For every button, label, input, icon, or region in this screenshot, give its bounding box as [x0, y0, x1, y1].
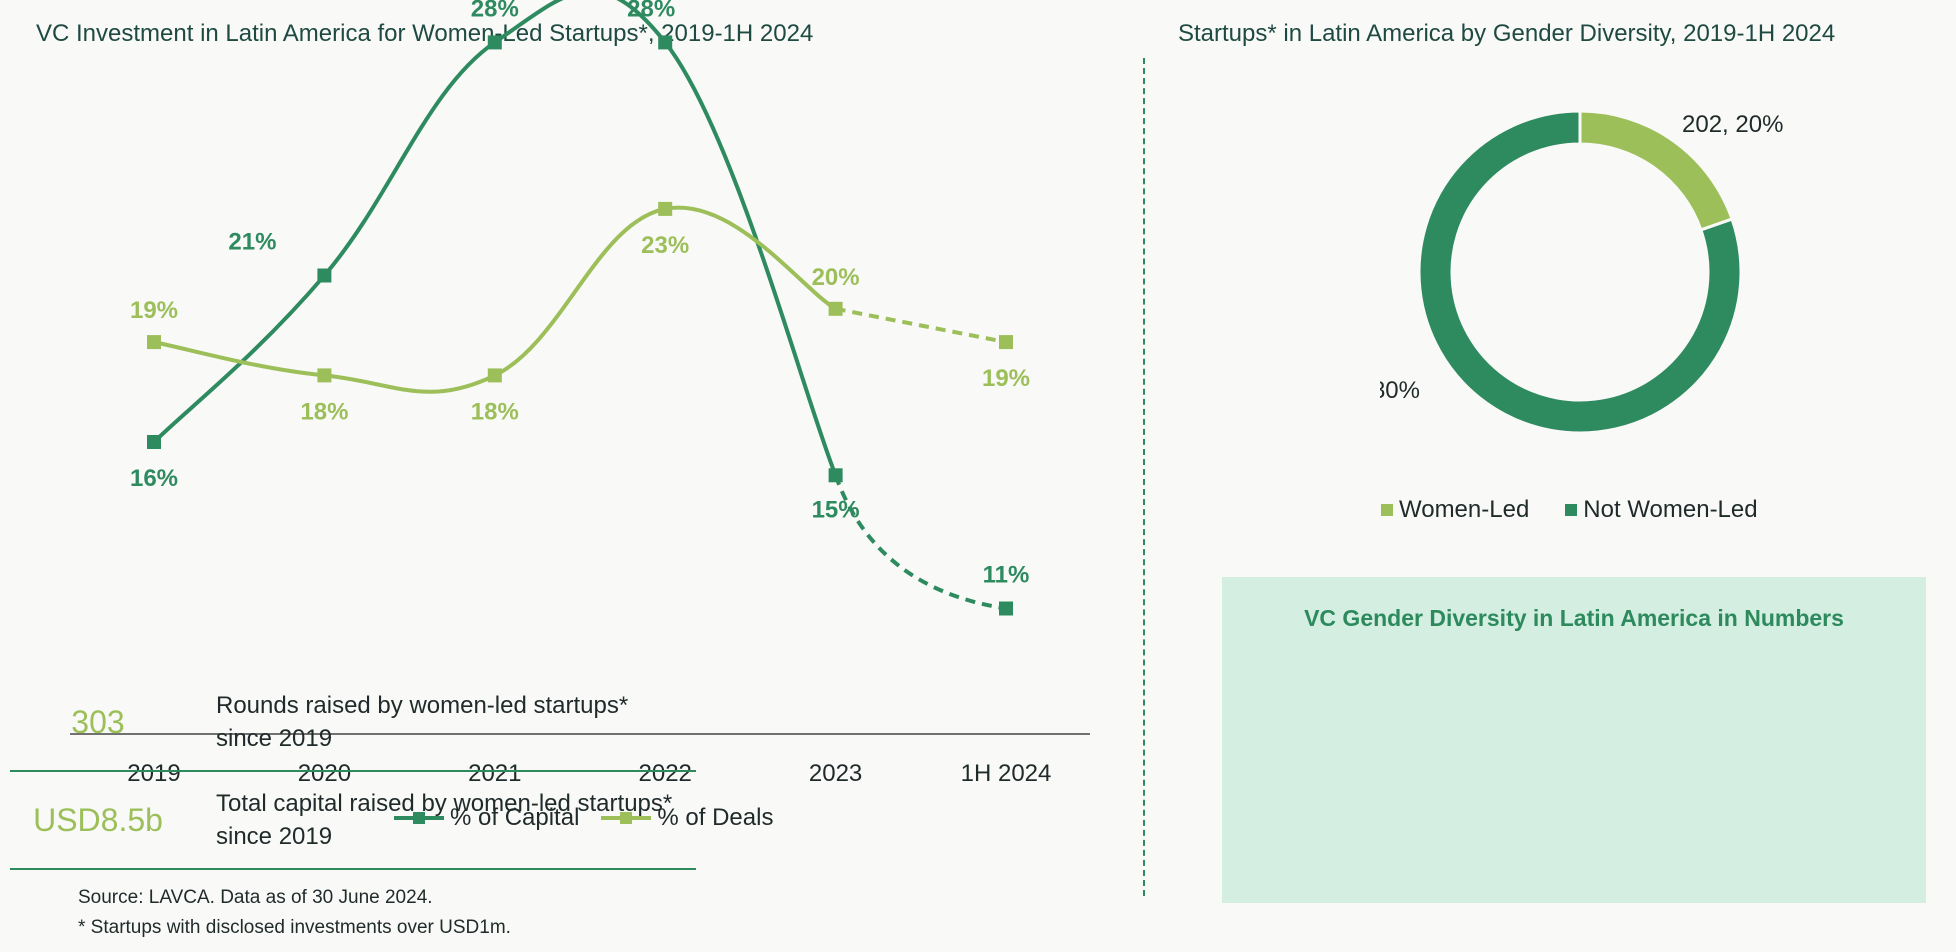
series-projection-deals [835, 306, 1007, 345]
footnote: * Startups with disclosed investments ov… [78, 917, 511, 938]
stats-panel: VC Gender Diversity in Latin America in … [1222, 577, 1926, 903]
legend-item-women-led: Women-Led [1381, 496, 1529, 524]
data-point-capital [828, 468, 843, 483]
stat-value-capital: USD8.5b [33, 801, 163, 838]
legend-label-not-women-led: Not Women-Led [1583, 496, 1758, 523]
legend-item-not-women-led: Not Women-Led [1565, 496, 1758, 524]
line-chart-legend: % of Capital % of Deals [394, 804, 773, 832]
data-label-deals: 20% [812, 264, 860, 291]
legend-label-deals: % of Deals [657, 804, 774, 831]
series-projection-capital [833, 474, 1007, 611]
stat-row-capital: USD8.5b Total capital raised by women-le… [10, 772, 696, 870]
stat-description-capital: Total capital raised by women-led startu… [216, 790, 673, 850]
donut-chart-title: Startups* in Latin America by Gender Div… [1178, 20, 1836, 47]
donut-label-not-women-led: 825, 80% [1380, 377, 1420, 404]
data-label-capital: 15% [812, 496, 860, 523]
donut-chart: 202, 20% 825, 80% [1380, 109, 1783, 435]
not-women-led-legend-swatch [1565, 504, 1578, 516]
donut-label-women-led: 202, 20% [1682, 111, 1783, 138]
stats-panel-title: VC Gender Diversity in Latin America in … [1304, 605, 1844, 631]
data-label-capital: 16% [130, 465, 178, 492]
deals-legend-swatch [601, 806, 652, 830]
data-point-deals [487, 368, 502, 383]
data-point-capital [147, 435, 161, 449]
data-label-deals: 18% [300, 398, 348, 425]
data-label-deals: 23% [641, 232, 689, 259]
data-point-capital [999, 601, 1013, 616]
line-chart-title: VC Investment in Latin America for Women… [36, 20, 814, 47]
stat-description-rounds: Rounds raised by women-led startups* sin… [216, 692, 629, 752]
x-tick-label: 2019 [127, 760, 180, 787]
legend-label-capital: % of Capital [450, 804, 580, 831]
data-label-capital: 21% [228, 229, 276, 256]
data-point-capital [487, 35, 502, 50]
donut-chart-legend: Women-Led Not Women-Led [1381, 496, 1758, 524]
data-point-deals [828, 301, 843, 316]
data-point-deals [999, 335, 1013, 350]
women-led-legend-swatch [1381, 504, 1393, 516]
x-tick-label: 2022 [639, 760, 692, 787]
donut-slice-not-women-led [1417, 109, 1743, 435]
section-divider [1143, 58, 1145, 896]
data-label-deals: 19% [130, 297, 178, 324]
stat-row-rounds: 303 Rounds raised by women-led startups*… [10, 674, 696, 772]
source-note: Source: LAVCA. Data as of 30 June 2024. [78, 887, 433, 908]
data-point-deals [147, 335, 161, 350]
data-label-capital: 11% [983, 562, 1030, 589]
legend-label-women-led: Women-Led [1399, 496, 1530, 523]
x-tick-label: 2021 [468, 760, 521, 787]
stat-value-rounds: 303 [71, 703, 125, 740]
legend-item-capital: % of Capital [394, 804, 579, 832]
capital-legend-swatch [394, 806, 444, 830]
data-point-capital [317, 268, 332, 283]
x-tick-label: 1H 2024 [961, 760, 1052, 787]
data-point-capital [658, 35, 673, 50]
data-point-deals [658, 201, 673, 216]
legend-item-deals: % of Deals [601, 804, 773, 832]
line-chart: 16% 21% 28% 28% 15% 11% 19% 18% 18% 23% 20% 19% 201… [70, 0, 1090, 787]
data-label-capital: 28% [471, 0, 519, 22]
series-line-capital [152, 0, 838, 477]
data-label-deals: 18% [471, 398, 519, 425]
data-label-capital: 28% [627, 0, 675, 22]
data-point-deals [317, 368, 332, 383]
x-tick-label: 2023 [809, 760, 862, 787]
x-tick-label: 2020 [298, 760, 351, 787]
series-line-deals [153, 205, 837, 394]
data-label-deals: 19% [982, 365, 1030, 392]
